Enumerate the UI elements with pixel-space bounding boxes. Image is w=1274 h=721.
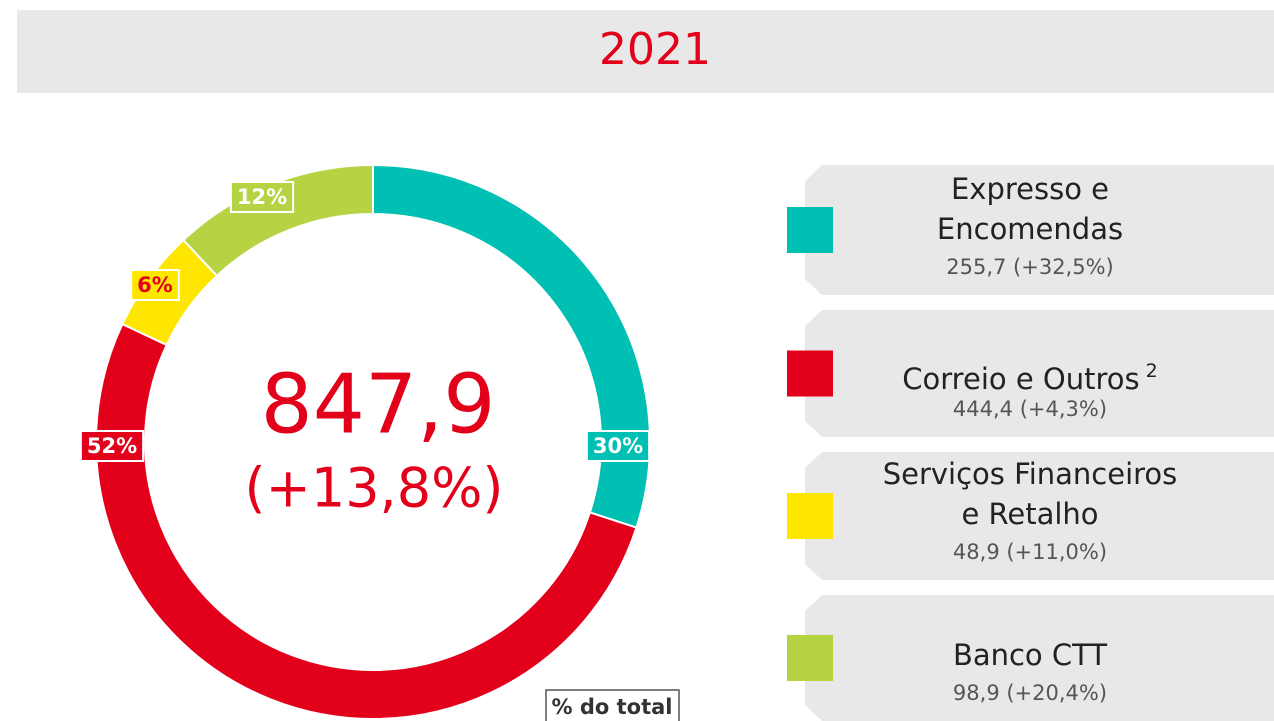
center-change: (+13,8%) xyxy=(245,457,504,520)
legend-detail: 255,7 (+32,5%) xyxy=(946,255,1114,279)
legend-panel xyxy=(805,452,1274,580)
legend-name-text: Expresso e Encomendas xyxy=(936,172,1124,246)
slice-label: 52% xyxy=(87,434,137,458)
center-value: 847,9 xyxy=(261,357,496,452)
footnote-marker: 2 xyxy=(1145,360,1158,382)
legend-swatch xyxy=(787,207,833,253)
slice-label-box xyxy=(229,181,295,213)
legend-name: Expresso e Encomendas xyxy=(840,169,1220,249)
legend-detail: 444,4 (+4,3%) xyxy=(952,397,1108,421)
legend-detail: 98,9 (+20,4%) xyxy=(952,681,1108,705)
legend-name: Serviços Financeiros e Retalho xyxy=(840,454,1220,534)
note: % do total xyxy=(552,695,673,719)
slice-label-box xyxy=(585,430,651,462)
legend-swatch xyxy=(787,350,833,397)
legend-name-text: Banco CTT xyxy=(952,638,1108,672)
note-box xyxy=(545,689,680,721)
legend-name: Banco CTT xyxy=(840,635,1220,675)
legend-swatch xyxy=(787,493,833,539)
legend-swatch xyxy=(787,635,833,681)
chart-title: 2021 xyxy=(599,24,711,75)
donut-slice xyxy=(95,322,638,720)
slice-label: 6% xyxy=(137,273,173,297)
legend-name: Correio e Outros 2 xyxy=(840,351,1220,399)
legend-name-text: Serviços Financeiros e Retalho xyxy=(882,457,1178,531)
legend-panel xyxy=(805,165,1274,295)
legend-name-text: Correio e Outros xyxy=(902,362,1140,396)
legend-panel xyxy=(805,310,1274,437)
slice-label-box xyxy=(130,269,180,301)
legend-detail: 48,9 (+11,0%) xyxy=(952,540,1108,564)
legend-panel xyxy=(805,595,1274,721)
header-band xyxy=(17,10,1274,93)
slice-label-box xyxy=(79,430,145,462)
slice-label: 12% xyxy=(237,185,287,209)
slice-label: 30% xyxy=(593,434,643,458)
